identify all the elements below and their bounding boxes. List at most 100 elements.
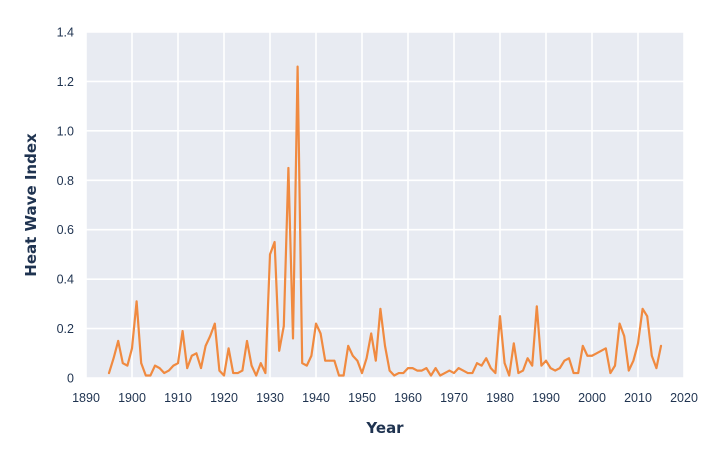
x-axis-tick-labels: 1890 1900 1910 1920 1930 1940 1950 1960 1970 1980…	[72, 391, 698, 405]
data-point	[384, 344, 386, 347]
data-point	[535, 305, 538, 308]
data-point	[140, 362, 143, 365]
data-point	[241, 369, 244, 372]
data-point	[618, 322, 621, 325]
data-point	[457, 367, 460, 370]
data-point	[434, 367, 437, 370]
data-point	[269, 253, 271, 256]
data-point	[163, 372, 166, 374]
data-point	[296, 65, 299, 68]
data-point	[315, 322, 317, 325]
data-point	[333, 359, 336, 362]
data-point	[246, 340, 248, 342]
data-point	[637, 342, 639, 345]
data-point	[370, 332, 373, 335]
y-tick-label: 1.0	[57, 124, 74, 138]
data-point	[232, 372, 235, 374]
x-tick-label: 2000	[578, 391, 606, 405]
data-point	[641, 307, 644, 310]
data-point	[563, 359, 566, 362]
data-point	[494, 372, 497, 374]
data-point	[213, 322, 216, 325]
data-point	[388, 369, 391, 372]
x-tick-label: 1980	[486, 391, 514, 405]
data-point	[471, 372, 474, 374]
y-tick-label: 0.2	[57, 322, 74, 336]
data-point	[273, 241, 276, 243]
data-point	[600, 349, 603, 352]
data-point	[416, 369, 419, 372]
data-point	[131, 347, 133, 350]
x-tick-label: 1930	[256, 391, 284, 405]
data-point	[347, 344, 350, 347]
y-tick-label: 0.6	[57, 223, 74, 237]
data-point	[489, 367, 492, 370]
data-point	[282, 325, 285, 327]
data-point	[121, 362, 124, 365]
data-point	[499, 315, 501, 318]
data-point	[351, 354, 354, 357]
x-tick-label: 1960	[394, 391, 422, 405]
data-point	[393, 374, 396, 377]
data-point	[660, 344, 662, 347]
data-point	[112, 357, 115, 360]
x-tick-label: 1890	[72, 391, 100, 405]
data-point	[558, 367, 561, 370]
data-point	[255, 374, 258, 377]
data-point	[549, 367, 552, 370]
data-point	[250, 364, 253, 367]
data-point	[195, 352, 198, 355]
data-point	[443, 372, 446, 374]
data-point	[144, 374, 147, 377]
data-point	[227, 347, 230, 350]
data-point	[604, 347, 607, 350]
data-point	[462, 369, 465, 372]
data-point	[632, 359, 635, 362]
data-point	[466, 372, 469, 374]
data-point	[476, 362, 478, 365]
data-point	[126, 364, 129, 367]
data-point	[181, 330, 184, 332]
data-point	[167, 369, 170, 372]
data-point	[485, 357, 488, 360]
data-point	[310, 354, 313, 357]
data-point	[439, 374, 442, 377]
data-point	[204, 344, 207, 347]
y-tick-label: 1.2	[57, 75, 74, 89]
data-point	[568, 357, 570, 360]
data-point	[609, 372, 612, 374]
data-point	[407, 367, 409, 370]
data-point	[259, 362, 262, 365]
data-point	[365, 357, 368, 360]
data-point	[186, 367, 189, 370]
data-point	[361, 372, 363, 374]
x-tick-label: 1940	[302, 391, 330, 405]
data-point	[172, 364, 175, 367]
data-point	[540, 364, 543, 367]
data-point	[301, 362, 304, 365]
data-point	[655, 367, 658, 370]
data-point	[397, 372, 400, 374]
y-tick-label: 0.8	[57, 174, 74, 188]
data-point	[135, 300, 138, 303]
data-point	[328, 359, 331, 362]
data-point	[305, 364, 308, 367]
data-point	[292, 337, 294, 340]
data-point	[591, 354, 593, 357]
data-point	[526, 357, 529, 360]
data-point	[223, 374, 225, 377]
data-point	[531, 364, 534, 367]
data-point	[650, 354, 653, 357]
data-point	[338, 374, 340, 377]
data-point	[503, 362, 506, 365]
x-tick-label: 1920	[210, 391, 238, 405]
data-point	[218, 369, 221, 372]
data-point	[517, 372, 520, 374]
x-axis-title: Year	[365, 419, 404, 437]
data-point	[177, 362, 179, 365]
data-point	[572, 372, 575, 374]
x-tick-label: 1900	[118, 391, 146, 405]
x-tick-label: 1990	[532, 391, 560, 405]
data-point	[117, 340, 120, 342]
